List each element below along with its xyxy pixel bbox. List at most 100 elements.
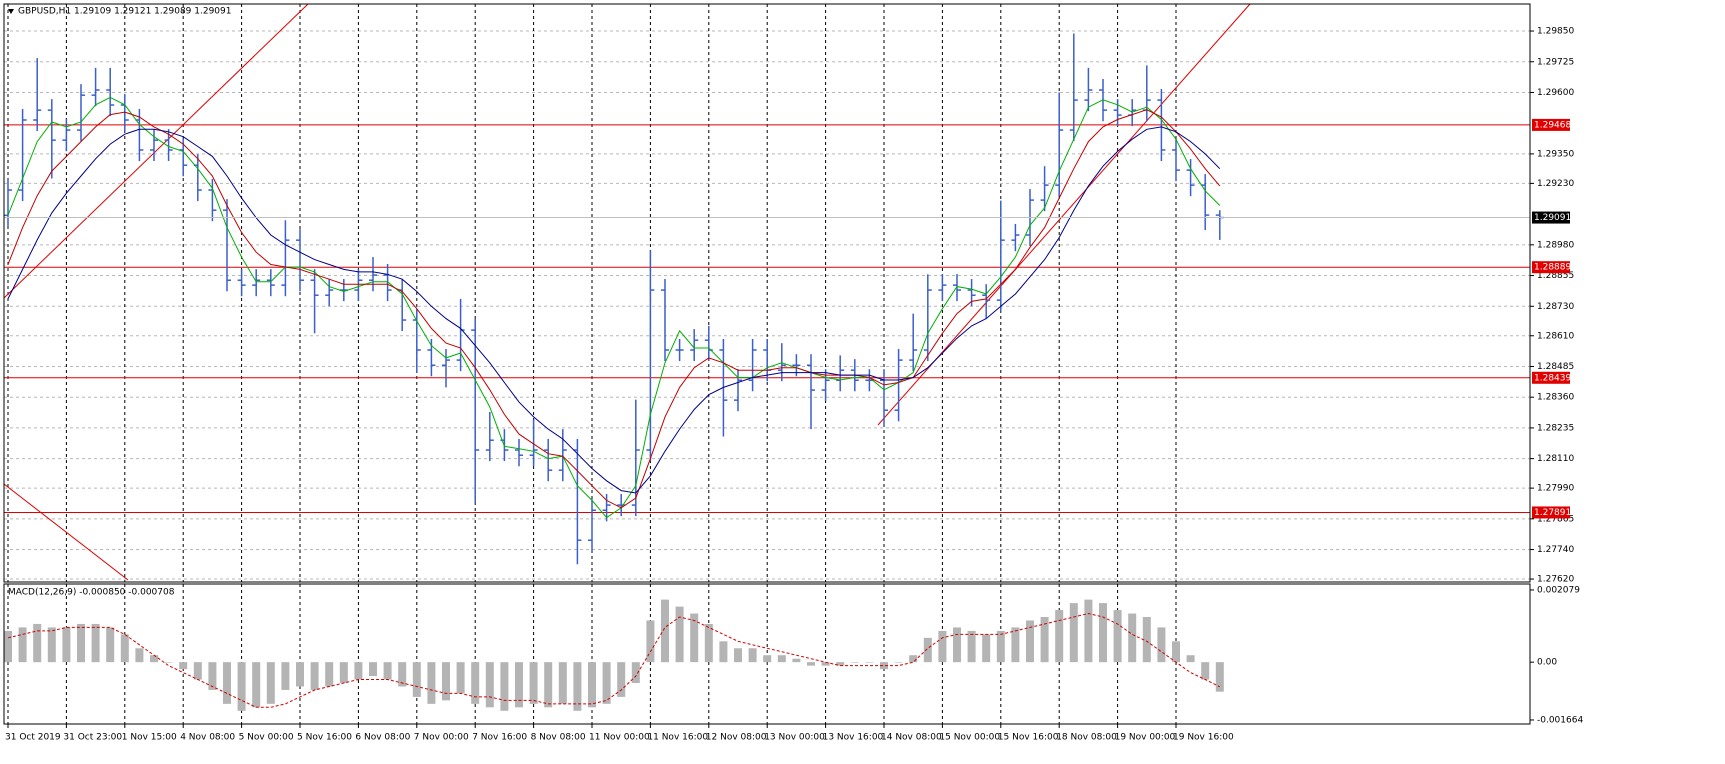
y-tick-label: 1.29725 — [1537, 57, 1574, 67]
macd-bar — [485, 662, 494, 708]
macd-bar — [1142, 617, 1151, 663]
x-tick-label: 31 Oct 23:00 — [63, 733, 122, 743]
x-tick-label: 19 Nov 16:00 — [1173, 733, 1234, 743]
y-tick-label: 1.28855 — [1537, 271, 1574, 281]
y-tick-label: 1.27620 — [1537, 575, 1574, 585]
macd-bar — [193, 662, 202, 680]
y-tick-label: 1.29230 — [1537, 179, 1574, 189]
macd-bar — [792, 658, 801, 663]
macd-bar — [412, 662, 421, 697]
level-label-box — [1532, 371, 1570, 384]
x-tick-label: 1 Nov 15:00 — [122, 733, 177, 743]
macd-bar — [865, 662, 874, 663]
macd-bar — [777, 655, 786, 663]
y-tick-label: 1.28110 — [1537, 454, 1574, 464]
macd-bar — [1099, 603, 1107, 663]
level-label: 1.28439 — [1534, 373, 1571, 383]
macd-bar — [164, 662, 173, 663]
level-label-box — [1532, 118, 1570, 131]
level-label: 1.27891 — [1534, 508, 1571, 518]
x-tick-label: 7 Nov 16:00 — [472, 733, 527, 743]
macd-bar — [1069, 603, 1078, 663]
macd-bar — [602, 662, 611, 704]
macd-bar — [62, 627, 71, 663]
macd-bar — [617, 662, 626, 697]
macd-bar — [77, 623, 85, 663]
y-tick-label: 1.29850 — [1537, 27, 1574, 37]
macd-bar — [909, 655, 918, 663]
macd-bar — [836, 662, 845, 666]
macd-bar — [456, 662, 465, 694]
x-tick-label: 15 Nov 16:00 — [998, 733, 1059, 743]
macd-bar — [398, 662, 407, 687]
macd-bar — [1201, 662, 1210, 680]
macd-bar — [1084, 599, 1093, 663]
y-tick-label: 1.27865 — [1537, 514, 1574, 524]
macd-bar — [208, 662, 217, 690]
macd-bar — [500, 662, 509, 711]
macd-bar — [748, 648, 757, 663]
macd-bar — [1055, 610, 1064, 663]
x-tick-label: 5 Nov 00:00 — [239, 733, 294, 743]
macd-bar — [763, 655, 772, 663]
macd-bar — [442, 662, 450, 701]
macd-bar — [982, 634, 991, 663]
macd-bar — [1172, 641, 1180, 663]
y-tick-label: 0.002079 — [1537, 585, 1580, 595]
menu-arrow[interactable] — [8, 9, 14, 14]
y-tick-label: 0.00 — [1537, 658, 1557, 668]
macd-bar — [135, 648, 144, 663]
macd-bar — [325, 662, 334, 687]
macd-bar — [1040, 617, 1049, 663]
macd-bar — [33, 623, 42, 663]
macd-bar — [880, 662, 888, 670]
macd-bar — [252, 662, 261, 708]
macd-bar — [339, 662, 348, 684]
macd-bar — [953, 627, 961, 663]
level-label-box — [1532, 506, 1570, 519]
x-tick-label: 15 Nov 00:00 — [939, 733, 1000, 743]
macd-bar — [675, 606, 684, 663]
level-label: 1.29468 — [1534, 120, 1571, 130]
macd-bar — [734, 648, 742, 663]
chart-title: GBPUSD,H1 1.29109 1.29121 1.29089 1.2909… — [18, 7, 231, 17]
macd-bar — [558, 662, 567, 704]
x-tick-label: 13 Nov 16:00 — [823, 733, 884, 743]
macd-bar — [281, 662, 290, 690]
main-frame — [3, 3, 1531, 583]
macd-bar — [704, 623, 713, 663]
macd-bar — [821, 662, 830, 666]
macd-bar — [967, 630, 976, 663]
trend-line — [3, 3, 309, 299]
macd-bar — [296, 662, 304, 687]
y-tick-label: 1.28360 — [1537, 393, 1574, 403]
macd-bar — [1215, 662, 1224, 692]
x-tick-label: 5 Nov 16:00 — [297, 733, 352, 743]
macd-bar — [1157, 627, 1166, 663]
macd-bar — [237, 662, 246, 711]
current-price-box — [1532, 211, 1570, 224]
y-tick-label: 1.29600 — [1537, 88, 1574, 98]
macd-bar — [1186, 655, 1195, 663]
macd-bar — [923, 637, 932, 663]
macd-bar — [354, 662, 363, 680]
macd-bar — [850, 662, 859, 663]
macd-bar — [661, 599, 669, 663]
macd-bar — [646, 620, 655, 663]
macd-bar — [4, 630, 12, 663]
macd-bar — [894, 662, 903, 663]
x-tick-label: 13 Nov 00:00 — [764, 733, 825, 743]
macd-bar — [18, 627, 27, 663]
macd-bar — [807, 662, 815, 666]
macd-bar — [529, 662, 538, 704]
x-tick-label: 4 Nov 08:00 — [180, 733, 235, 743]
y-tick-label: 1.27740 — [1537, 545, 1574, 555]
level-label-box — [1532, 261, 1570, 274]
label-layer: 1.29850 1.29725 1.29600 1.29350 1.29230 1.289… — [5, 27, 1583, 743]
macd-bar — [179, 662, 188, 670]
macd-bar — [1011, 627, 1020, 663]
y-tick-label: 1.28485 — [1537, 362, 1574, 372]
macd-signal — [7, 612, 1221, 708]
x-tick-label: 12 Nov 08:00 — [706, 733, 767, 743]
